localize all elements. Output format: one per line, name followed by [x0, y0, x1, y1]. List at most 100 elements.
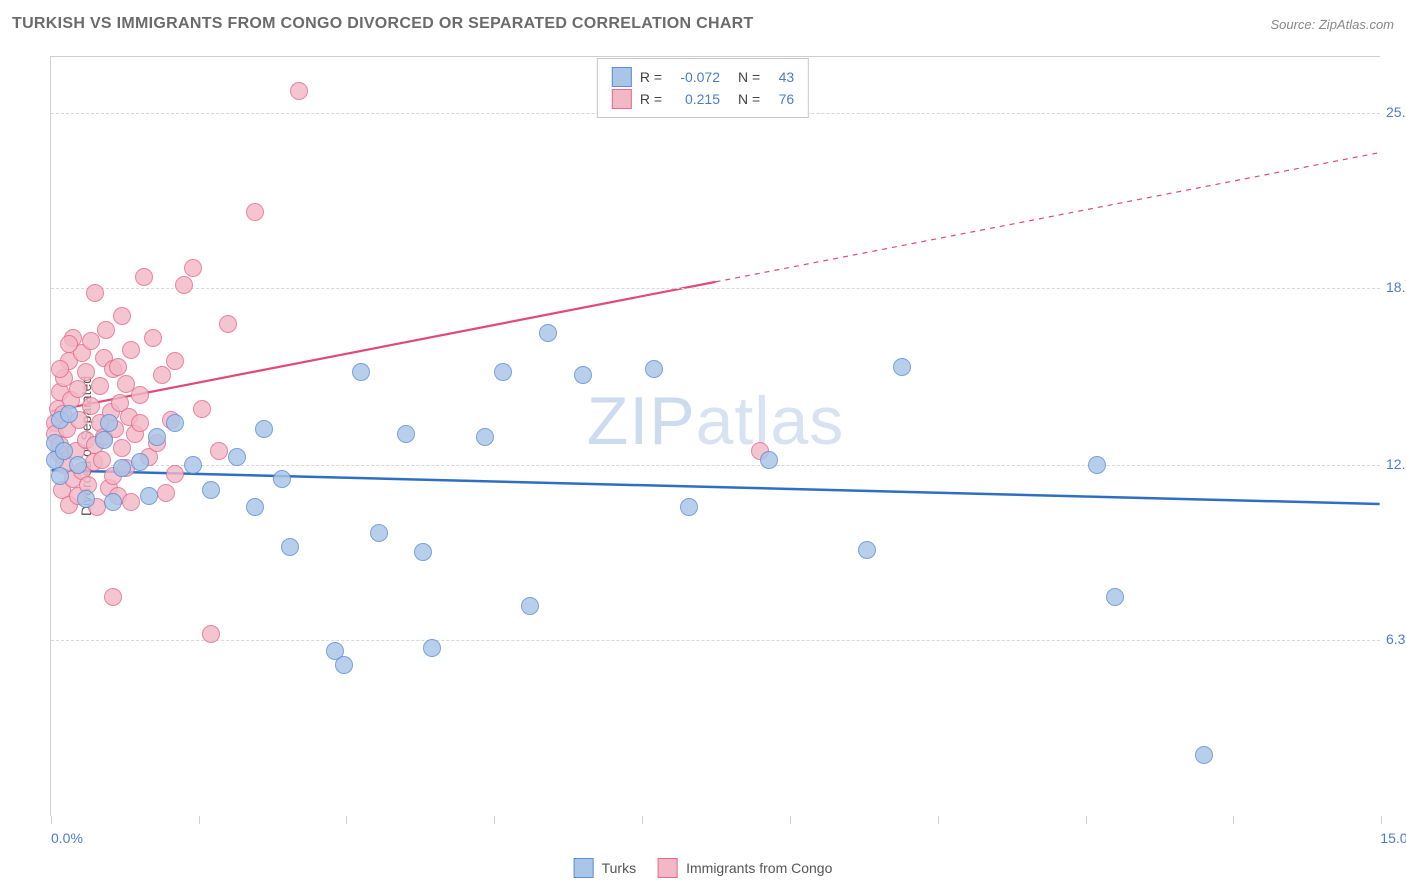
scatter-point [414, 543, 432, 561]
watermark-zip: ZIP [587, 383, 696, 459]
scatter-point [60, 405, 78, 423]
scatter-point [1106, 588, 1124, 606]
legend-swatch [612, 89, 632, 109]
legend-item: Turks [574, 858, 636, 878]
scatter-point [246, 203, 264, 221]
scatter-point [131, 414, 149, 432]
y-tick-label: 25.0% [1386, 104, 1406, 120]
legend-r-value: 0.215 [670, 91, 720, 107]
y-gridline [51, 465, 1380, 466]
scatter-point [122, 493, 140, 511]
x-tick-label-first: 0.0% [51, 830, 83, 846]
x-tick-label-last: 15.0% [1380, 830, 1406, 846]
scatter-point [246, 498, 264, 516]
scatter-point [93, 451, 111, 469]
scatter-point [69, 456, 87, 474]
scatter-point [228, 448, 246, 466]
scatter-point [140, 487, 158, 505]
trend-line-extrapolated [716, 153, 1380, 282]
scatter-point [370, 524, 388, 542]
x-tick [1086, 816, 1087, 824]
x-tick [938, 816, 939, 824]
scatter-point [193, 400, 211, 418]
scatter-point [131, 386, 149, 404]
scatter-point [97, 321, 115, 339]
scatter-point [645, 360, 663, 378]
scatter-point [82, 397, 100, 415]
y-tick-label: 18.8% [1386, 279, 1406, 295]
scatter-point [122, 341, 140, 359]
scatter-point [255, 420, 273, 438]
scatter-point [91, 377, 109, 395]
x-tick [51, 816, 52, 824]
x-tick [199, 816, 200, 824]
y-gridline [51, 288, 1380, 289]
legend-item: Immigrants from Congo [658, 858, 832, 878]
scatter-point [60, 335, 78, 353]
y-tick-label: 12.5% [1386, 456, 1406, 472]
chart-header: TURKISH VS IMMIGRANTS FROM CONGO DIVORCE… [0, 0, 1406, 48]
scatter-point [82, 332, 100, 350]
scatter-point [113, 459, 131, 477]
scatter-point [521, 597, 539, 615]
scatter-point [574, 366, 592, 384]
x-tick [1381, 816, 1382, 824]
legend-r-value: -0.072 [670, 69, 720, 85]
scatter-point [858, 541, 876, 559]
scatter-point [166, 352, 184, 370]
legend-swatch [574, 858, 594, 878]
scatter-point [113, 307, 131, 325]
scatter-point [335, 656, 353, 674]
scatter-point [166, 465, 184, 483]
scatter-point [760, 451, 778, 469]
legend-n-value: 43 [768, 69, 794, 85]
scatter-plot-area: ZIPatlas 6.3%12.5%18.8%25.0%0.0%15.0% [50, 56, 1380, 816]
legend-n-value: 76 [768, 91, 794, 107]
legend-n-label: N = [738, 91, 760, 107]
scatter-point [153, 366, 171, 384]
scatter-point [893, 358, 911, 376]
scatter-point [86, 284, 104, 302]
scatter-point [131, 453, 149, 471]
watermark: ZIPatlas [587, 382, 844, 460]
x-tick [1233, 816, 1234, 824]
y-tick-label: 6.3% [1386, 631, 1406, 647]
series-legend: Turks Immigrants from Congo [574, 858, 833, 878]
scatter-point [494, 363, 512, 381]
legend-swatch [612, 67, 632, 87]
scatter-point [273, 470, 291, 488]
legend-label: Immigrants from Congo [686, 860, 832, 876]
x-tick [790, 816, 791, 824]
x-tick [642, 816, 643, 824]
scatter-point [281, 538, 299, 556]
legend-swatch [658, 858, 678, 878]
legend-r-label: R = [640, 69, 662, 85]
legend-r-label: R = [640, 91, 662, 107]
scatter-point [104, 588, 122, 606]
scatter-point [219, 315, 237, 333]
scatter-point [423, 639, 441, 657]
watermark-atlas: atlas [696, 383, 845, 459]
legend-n-label: N = [738, 69, 760, 85]
scatter-point [157, 484, 175, 502]
scatter-point [104, 493, 122, 511]
x-tick [346, 816, 347, 824]
y-gridline [51, 640, 1380, 641]
legend-label: Turks [602, 860, 636, 876]
scatter-point [680, 498, 698, 516]
scatter-point [290, 82, 308, 100]
scatter-point [135, 268, 153, 286]
scatter-point [51, 360, 69, 378]
legend-row: R = 0.215 N = 76 [612, 89, 794, 109]
scatter-point [175, 276, 193, 294]
x-tick [494, 816, 495, 824]
scatter-point [202, 481, 220, 499]
scatter-point [397, 425, 415, 443]
scatter-point [148, 428, 166, 446]
chart-title: TURKISH VS IMMIGRANTS FROM CONGO DIVORCE… [12, 15, 754, 33]
trend-lines-layer [51, 57, 1380, 816]
scatter-point [77, 490, 95, 508]
correlation-legend: R = -0.072 N = 43 R = 0.215 N = 76 [597, 58, 809, 118]
scatter-point [109, 358, 127, 376]
scatter-point [210, 442, 228, 460]
